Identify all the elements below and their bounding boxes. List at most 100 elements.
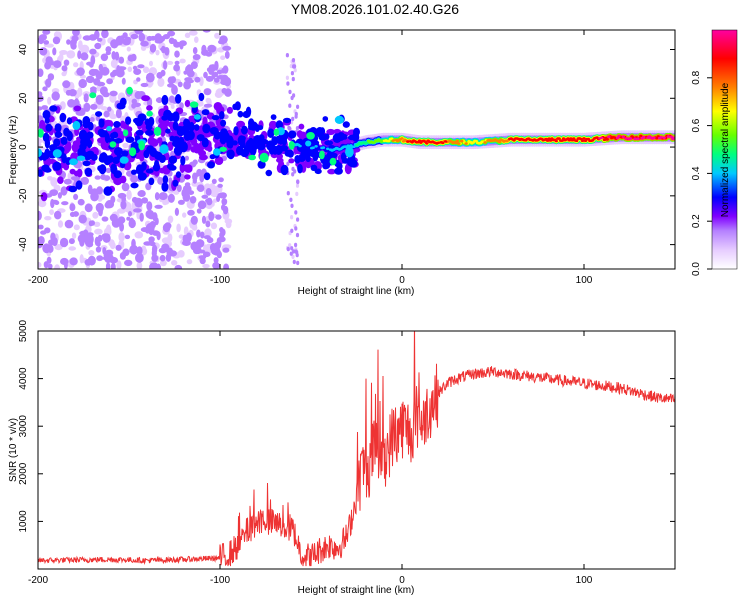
spectral-blob xyxy=(122,142,129,149)
spectral-blob xyxy=(216,75,225,80)
spectral-blob xyxy=(92,211,99,219)
spectral-blob xyxy=(305,140,312,147)
spectral-blob xyxy=(175,125,185,132)
spectral-blob xyxy=(172,179,179,187)
spectral-blob xyxy=(47,176,53,181)
spectral-blob xyxy=(468,140,473,144)
spectral-blob xyxy=(185,65,194,74)
spectral-blob xyxy=(112,156,120,164)
spectral-blob xyxy=(205,220,211,228)
spectral-blob xyxy=(64,219,74,229)
spectral-blob xyxy=(117,66,127,71)
spectral-blob xyxy=(126,86,133,95)
spectral-blob xyxy=(296,130,303,138)
spectral-blob xyxy=(184,155,189,161)
spectral-blob xyxy=(103,110,110,118)
spectral-blob xyxy=(294,249,298,254)
spectral-blob xyxy=(573,139,577,142)
spectral-blob xyxy=(89,92,97,99)
spectral-blob xyxy=(108,239,115,247)
spectral-blob xyxy=(84,167,93,177)
spectral-blob xyxy=(172,39,178,45)
spectral-blob xyxy=(145,123,153,131)
spectral-blob xyxy=(557,137,561,140)
spectral-blob xyxy=(633,137,637,140)
spectral-blob xyxy=(99,86,108,96)
spectral-blob xyxy=(194,76,201,83)
spectral-blob xyxy=(73,105,82,112)
spectral-blob xyxy=(306,132,315,140)
spectral-blob xyxy=(54,264,60,269)
spectral-blob xyxy=(543,138,547,141)
spectral-blob xyxy=(148,241,156,247)
spectral-blob xyxy=(249,145,257,156)
spectral-blob xyxy=(217,192,226,199)
spectral-blob xyxy=(118,56,125,64)
spectral-blob xyxy=(296,104,300,110)
spectral-blob xyxy=(86,241,94,248)
spectral-blob xyxy=(154,217,159,226)
spectral-blob xyxy=(285,75,289,81)
spectral-blob xyxy=(61,201,69,206)
spectral-blob xyxy=(79,230,88,236)
spectral-blob xyxy=(286,161,290,166)
spectral-blob xyxy=(290,228,294,233)
spectral-blob xyxy=(208,64,217,72)
spectral-blob xyxy=(69,203,76,212)
spectral-blob xyxy=(331,148,336,151)
spectral-blob xyxy=(179,141,188,153)
spectral-blob xyxy=(119,120,126,129)
spectral-blob xyxy=(140,82,149,88)
spectral-blob xyxy=(270,114,277,120)
spectral-blob xyxy=(213,131,222,140)
spectral-blob xyxy=(187,209,195,216)
spectral-blob xyxy=(38,115,43,122)
spectral-blob xyxy=(133,68,142,75)
spectral-blob xyxy=(628,137,633,140)
spectral-blob xyxy=(137,172,147,181)
spectral-blob xyxy=(212,245,221,256)
spectral-blob xyxy=(115,108,122,119)
spectral-blob xyxy=(426,139,430,142)
spectral-blob xyxy=(135,252,144,263)
spectral-blob xyxy=(54,123,62,133)
spectral-blob xyxy=(159,254,166,262)
spectral-blob xyxy=(105,167,112,174)
spectral-blob xyxy=(154,204,163,209)
spectral-blob xyxy=(580,139,585,142)
spectral-blob xyxy=(336,132,346,141)
spectral-blob xyxy=(168,155,178,164)
spectral-blob xyxy=(675,134,681,140)
spectral-blob xyxy=(93,78,101,86)
spectral-blob xyxy=(239,140,246,149)
spectral-blob xyxy=(58,53,64,62)
spectral-blob xyxy=(636,137,640,140)
spectrogram-x-tick-label: -100 xyxy=(210,275,230,286)
spectral-blob xyxy=(78,78,87,89)
spectral-blob xyxy=(146,201,153,211)
spectral-blob xyxy=(54,244,63,251)
spectral-blob xyxy=(38,224,44,230)
spectral-blob xyxy=(205,75,214,82)
spectral-blob xyxy=(39,47,48,56)
spectral-blob xyxy=(73,193,79,200)
spectral-blob xyxy=(117,218,123,228)
spectral-blob xyxy=(340,152,347,162)
spectral-blob xyxy=(288,130,297,139)
spectral-blob xyxy=(213,71,219,78)
spectral-blob xyxy=(184,99,191,108)
spectral-blob xyxy=(329,152,338,159)
spectral-blob xyxy=(135,129,144,136)
spectral-blob xyxy=(534,139,538,142)
spectral-blob xyxy=(88,220,94,227)
spectral-blob xyxy=(62,80,71,89)
spectral-blob xyxy=(203,71,208,79)
spectral-blob xyxy=(85,75,95,84)
spectral-blob xyxy=(290,203,294,208)
snr-y-tick-label: 5000 xyxy=(18,319,29,342)
spectral-blob xyxy=(197,200,207,210)
spectral-blob xyxy=(95,115,101,122)
spectral-blob xyxy=(44,61,51,70)
spectral-blob xyxy=(131,98,137,105)
spectral-blob xyxy=(213,257,219,264)
